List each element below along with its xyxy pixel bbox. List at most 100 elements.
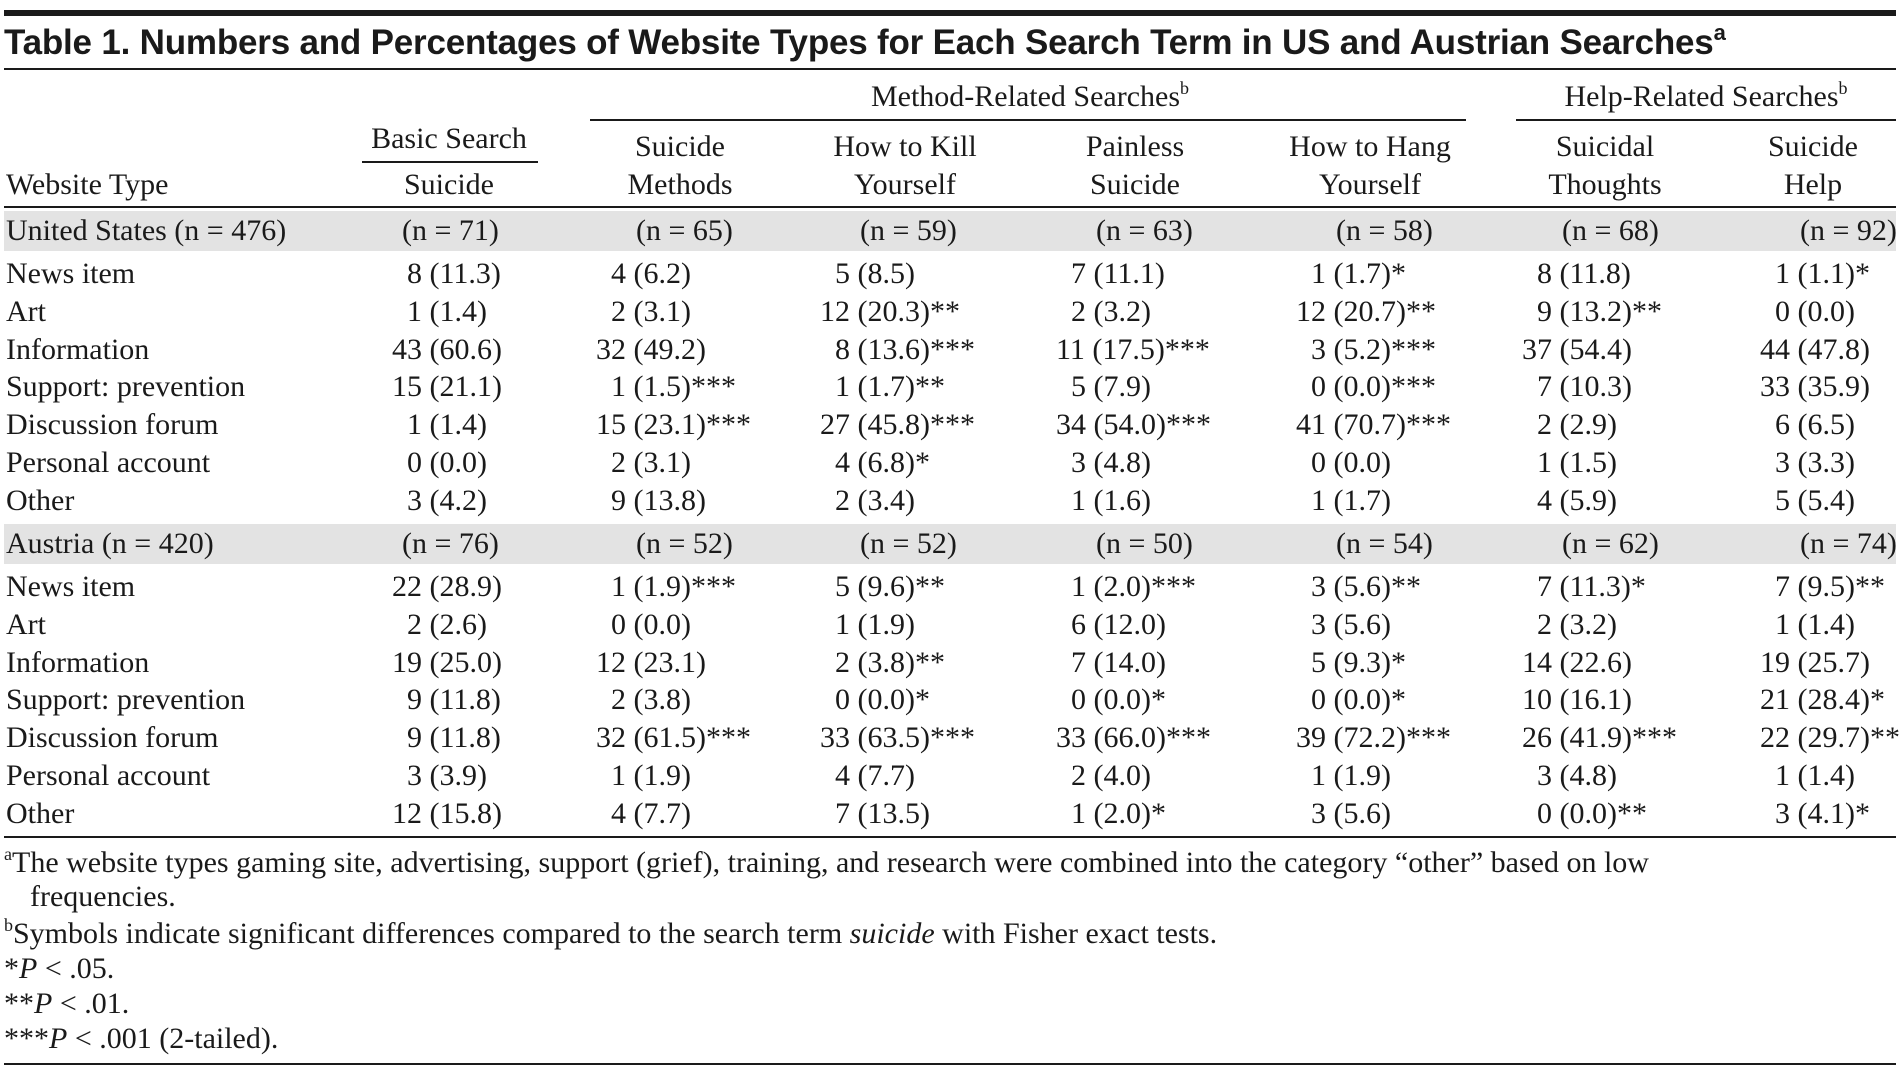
col-thoughts-header-1: Suicidal (1555, 130, 1655, 163)
table-cell: 32 (61.5)*** (596, 721, 751, 755)
table-cell: 12 (15.8) (392, 796, 502, 830)
table-cell: 0 (0.0) (611, 607, 691, 641)
table-cell: 3 (4.8) (1071, 446, 1151, 479)
table-cell: 12 (20.7)** (1296, 294, 1436, 328)
footnote-b-post: with Fisher exact tests. (934, 917, 1218, 950)
table-cell: 1 (1.4) (1775, 607, 1855, 641)
table-cell: 8 (13.6)*** (835, 332, 975, 366)
table-cell: 7 (13.5) (835, 796, 930, 830)
col-thoughts-header-2: Thoughts (1548, 168, 1662, 201)
table-cell: 3 (4.8) (1537, 759, 1617, 792)
table-cell: 0 (0.0)*** (1311, 370, 1436, 404)
footnote-bottom-rule (4, 1063, 1896, 1065)
table-cell: 3 (4.2) (407, 483, 487, 517)
table-cell: 32 (49.2) (596, 332, 706, 366)
footnote-a: aThe website types gaming site, advertis… (4, 845, 1649, 880)
table-cell: 2 (3.8) (611, 683, 691, 717)
table-cell: 1 (1.5) (1537, 446, 1617, 479)
section-n-cell: (n = 71) (402, 214, 499, 247)
footnote-a-cont: frequencies. (30, 880, 176, 913)
footnote-b-term: suicide (849, 917, 935, 950)
table-cell: 1 (1.7)* (1311, 257, 1406, 290)
table-cell: 1 (2.0)* (1071, 796, 1166, 830)
table-cell: 2 (3.8)** (835, 645, 945, 679)
table-cell: 27 (45.8)*** (820, 408, 975, 442)
section-n-cell: (n = 58) (1336, 214, 1433, 247)
row-type-label: News item (6, 570, 136, 603)
table-cell: 5 (5.4) (1775, 483, 1855, 517)
table-cell: 19 (25.0) (392, 645, 502, 679)
table-cell: 8 (11.3) (407, 257, 501, 290)
table-cell: 7 (9.5)** (1775, 570, 1885, 603)
table-cell: 5 (8.5) (835, 257, 915, 290)
table-cell: 2 (3.1) (611, 446, 691, 479)
table-cell: 0 (0.0)* (1311, 683, 1406, 717)
caption-text: Table 1. Numbers and Percentages of Webs… (4, 23, 1714, 62)
section-band (4, 524, 1896, 564)
row-type-label: Other (6, 796, 75, 830)
col-painless-header-2: Suicide (1090, 168, 1180, 201)
table-cell: 9 (11.8) (407, 721, 501, 755)
table-cell: 14 (22.6) (1522, 645, 1632, 679)
row-type-label: Art (6, 294, 46, 328)
table-cell: 1 (1.1)* (1775, 257, 1870, 290)
table-cell: 0 (0.0)** (1537, 796, 1647, 830)
table-cell: 4 (6.2) (611, 257, 691, 290)
caption-rule (4, 68, 1896, 70)
table-cell: 2 (3.2) (1071, 294, 1151, 328)
group-method-rule (590, 119, 1466, 121)
row-type-label: Support: prevention (6, 370, 246, 404)
table-cell: 1 (1.5)*** (611, 370, 736, 404)
row-type-label: Discussion forum (6, 721, 219, 755)
group-help-label: Help-Related Searches (1564, 80, 1839, 113)
section-band (4, 211, 1896, 251)
table-cell: 3 (5.2)*** (1311, 332, 1436, 366)
table-cell: 1 (1.6) (1071, 483, 1151, 517)
section-n-cell: (n = 54) (1336, 527, 1433, 560)
section-n-cell: (n = 62) (1562, 527, 1659, 560)
footnote-p001-rest: < .001 (2-tailed). (67, 1022, 279, 1055)
table-cell: 7 (11.3)* (1537, 570, 1646, 603)
section-n-cell: (n = 65) (636, 214, 733, 247)
table-cell: 2 (4.0) (1071, 759, 1151, 792)
table-cell: 3 (5.6) (1311, 796, 1391, 830)
table-cell: 33 (66.0)*** (1056, 721, 1211, 755)
col-hang-header-2: Yourself (1319, 168, 1421, 201)
group-basic-header: Basic Search (371, 122, 527, 155)
table-cell: 10 (16.1) (1522, 683, 1632, 717)
row-type-label: Personal account (6, 759, 211, 792)
table-cell: 1 (1.4) (407, 294, 487, 328)
group-method-marker: b (1180, 78, 1190, 98)
rowhead-label: Website Type (6, 168, 169, 201)
table-cell: 44 (47.8) (1760, 332, 1870, 366)
table-cell: 3 (4.1)* (1775, 796, 1870, 830)
table-cell: 19 (25.7) (1760, 645, 1870, 679)
table-cell: 3 (3.3) (1775, 446, 1855, 479)
table-cell: 37 (54.4) (1522, 332, 1632, 366)
col-methods-header-2: Methods (627, 168, 733, 201)
row-type-label: Information (6, 332, 150, 366)
table-cell: 9 (13.2)** (1537, 294, 1662, 328)
table-bottom-rule (4, 836, 1896, 838)
section-label: United States (n = 476) (6, 214, 287, 247)
col-suicide-header: Suicide (404, 168, 494, 201)
section-n-cell: (n = 52) (860, 527, 957, 560)
col-painless-header-1: Painless (1085, 130, 1185, 163)
table-cell: 21 (28.4)* (1760, 683, 1885, 717)
table-cell: 12 (20.3)** (820, 294, 960, 328)
header-rule (4, 206, 1896, 208)
table-cell: 1 (1.9)*** (611, 570, 736, 603)
section-n-cell: (n = 74) (1800, 527, 1897, 560)
col-help-header-2: Help (1783, 168, 1843, 201)
row-type-label: Personal account (6, 446, 211, 479)
footnote-p01: **P < .01. (4, 987, 129, 1021)
table-cell: 34 (54.0)*** (1056, 408, 1211, 442)
group-method-label: Method-Related Searches (870, 80, 1181, 113)
row-type-label: Information (6, 645, 150, 679)
footnote-p01-p: P (34, 987, 53, 1020)
table-cell: 22 (28.9) (392, 570, 502, 603)
row-type-label: News item (6, 257, 136, 290)
table-cell: 3 (5.6) (1311, 607, 1391, 641)
col-methods-header-1: Suicide (635, 130, 725, 163)
